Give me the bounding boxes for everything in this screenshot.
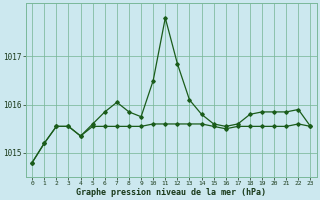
- X-axis label: Graphe pression niveau de la mer (hPa): Graphe pression niveau de la mer (hPa): [76, 188, 266, 197]
